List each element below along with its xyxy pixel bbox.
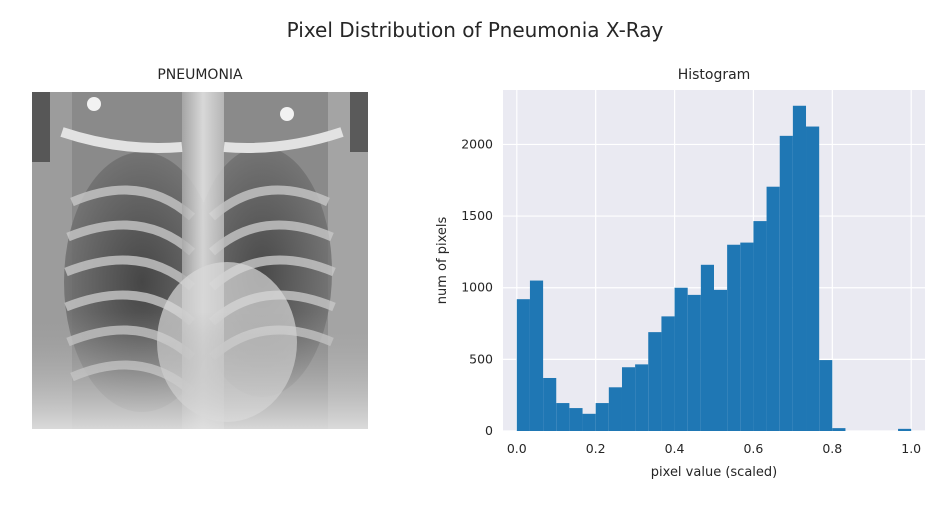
histogram-bar [819, 360, 833, 431]
histogram-bar [740, 242, 754, 431]
y-tick-label: 1000 [461, 280, 493, 295]
x-tick-label: 0.6 [743, 441, 763, 456]
xray-title: PNEUMONIA [157, 67, 243, 83]
histogram-bar [727, 244, 741, 431]
x-tick-label: 0.4 [665, 441, 685, 456]
histogram-bar [529, 280, 544, 431]
x-axis-ticks: 0.0 0.2 0.4 0.6 0.8 1.0 [507, 441, 921, 456]
y-tick-label: 0 [485, 423, 493, 438]
y-axis-ticks: 0 500 1000 1500 2000 [461, 136, 493, 438]
y-tick-label: 1500 [461, 208, 493, 223]
histogram-bar [595, 403, 609, 431]
histogram-bar [714, 289, 728, 431]
histogram-bar [687, 294, 701, 431]
histogram-bar [674, 287, 688, 431]
histogram-title: Histogram [677, 67, 751, 83]
histogram-bar [543, 377, 557, 431]
figure-title: Pixel Distribution of Pneumonia X-Ray [286, 18, 664, 42]
histogram-bar [898, 428, 912, 431]
histogram-bar [635, 364, 649, 431]
histogram-bar [621, 367, 636, 431]
histogram-bar [648, 332, 662, 431]
x-tick-label: 0.2 [586, 441, 606, 456]
histogram-chart: 0.0 0.2 0.4 0.6 0.8 1.0 0 500 1000 1500 2000 pixe… [435, 90, 925, 480]
histogram-bar [792, 105, 807, 432]
histogram-bar [779, 135, 793, 431]
chest-xray-image [32, 92, 368, 429]
histogram-bar [661, 316, 675, 431]
y-tick-label: 500 [469, 351, 493, 366]
x-tick-label: 0.8 [822, 441, 842, 456]
histogram-bar [582, 413, 596, 431]
x-tick-label: 1.0 [901, 441, 921, 456]
x-axis-label: pixel value (scaled) [651, 465, 777, 480]
histogram-bar [569, 408, 583, 431]
histogram-bar [806, 126, 820, 432]
bars [516, 105, 912, 432]
histogram-bar [516, 299, 530, 431]
histogram-bar [556, 403, 570, 431]
histogram-bar [766, 186, 780, 431]
histogram-panel: 0.0 0.2 0.4 0.6 0.8 1.0 0 500 1000 1500 2000 pixe… [420, 60, 940, 500]
histogram-bar [753, 221, 767, 431]
y-tick-label: 2000 [461, 136, 493, 151]
histogram-bar [608, 387, 622, 431]
x-tick-label: 0.0 [507, 441, 527, 456]
y-axis-label: num of pixels [435, 217, 450, 305]
histogram-bar [700, 264, 714, 431]
chest-xray-graphic [32, 92, 368, 429]
histogram-bar [832, 428, 846, 431]
